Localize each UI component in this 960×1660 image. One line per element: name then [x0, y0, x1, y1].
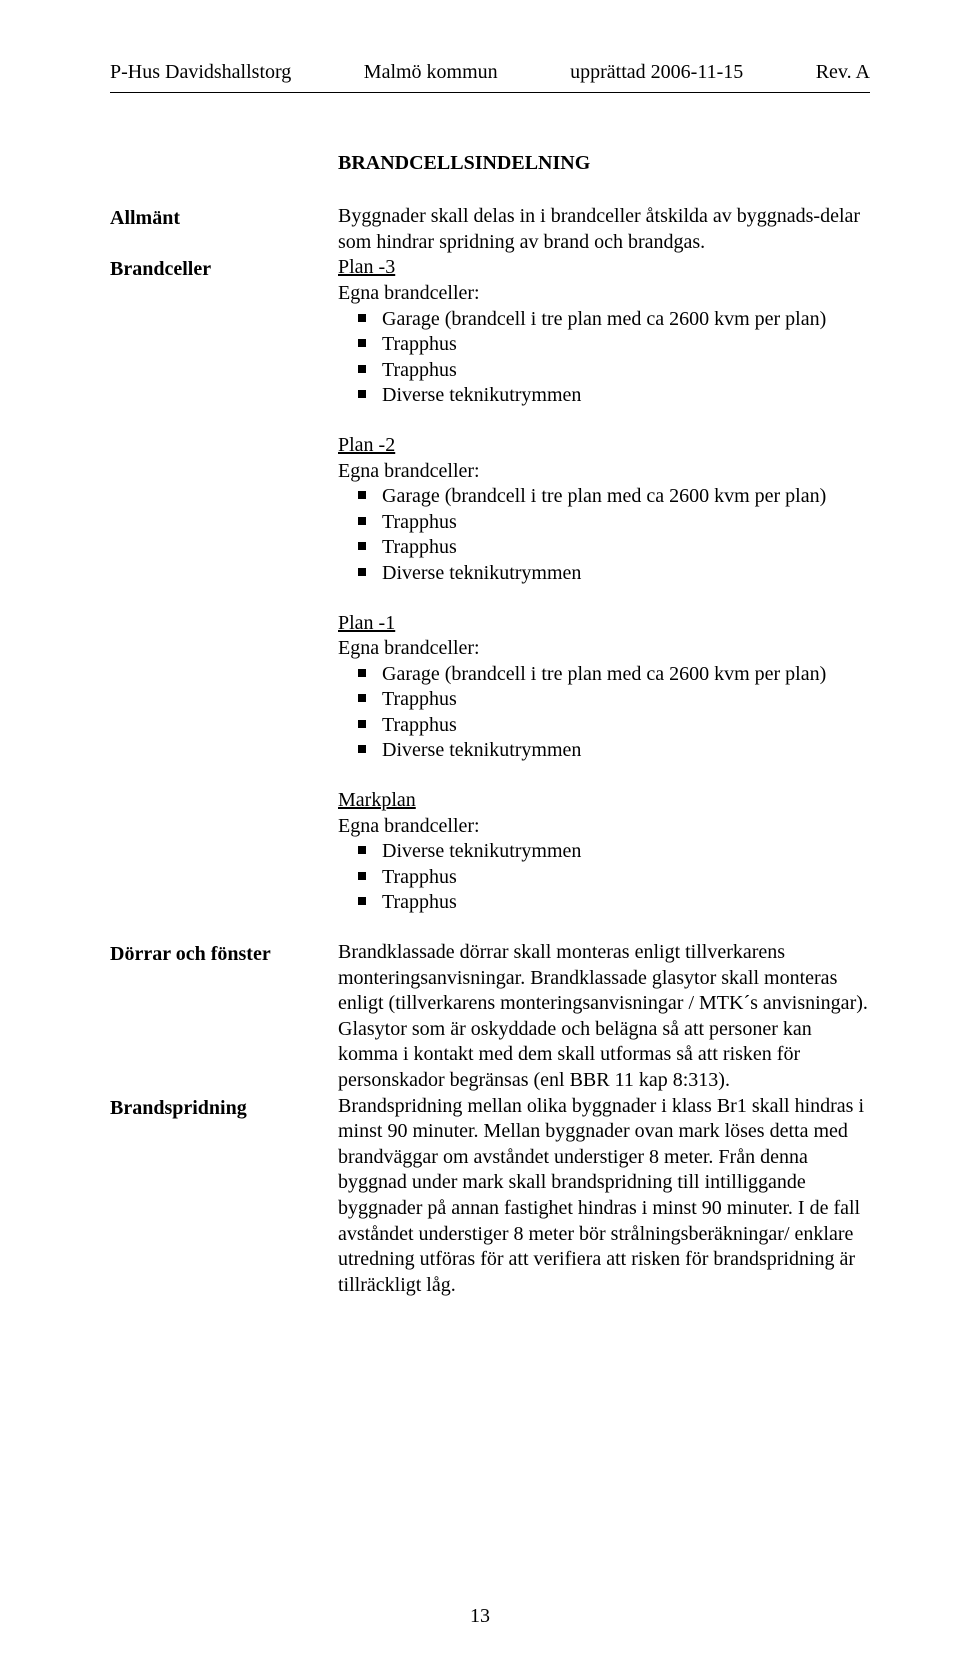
allmant-text: Byggnader skall delas in i brandceller å…: [338, 204, 870, 255]
label-brandceller: Brandceller: [110, 255, 338, 940]
list-item: Diverse teknikutrymmen: [338, 738, 870, 764]
plan0-sub: Egna brandceller:: [338, 281, 870, 307]
page: P-Hus Davidshallstorg Malmö kommun upprä…: [0, 0, 960, 1660]
plan0-list: Garage (brandcell i tre plan med ca 2600…: [338, 307, 870, 409]
list-item: Trapphus: [338, 865, 870, 891]
plan3-list: Diverse teknikutrymmen Trapphus Trapphus: [338, 839, 870, 916]
header: P-Hus Davidshallstorg Malmö kommun upprä…: [110, 60, 870, 86]
body-dorrar: Brandklassade dörrar skall monteras enli…: [338, 940, 870, 1094]
plan3-sub: Egna brandceller:: [338, 814, 870, 840]
body-brandspridning: Brandspridning mellan olika byggnader i …: [338, 1094, 870, 1299]
body-allmant: Byggnader skall delas in i brandceller å…: [338, 204, 870, 255]
label-brandspridning: Brandspridning: [110, 1094, 338, 1299]
plan1-list: Garage (brandcell i tre plan med ca 2600…: [338, 484, 870, 586]
list-item: Trapphus: [338, 535, 870, 561]
list-item: Diverse teknikutrymmen: [338, 383, 870, 409]
list-item: Trapphus: [338, 332, 870, 358]
plan2-list: Garage (brandcell i tre plan med ca 2600…: [338, 662, 870, 764]
plan2-sub: Egna brandceller:: [338, 636, 870, 662]
page-number: 13: [0, 1604, 960, 1630]
header-date: upprättad 2006-11-15: [570, 60, 743, 86]
header-center: Malmö kommun: [364, 60, 498, 86]
section-title: BRANDCELLSINDELNING: [338, 151, 870, 177]
list-item: Trapphus: [338, 890, 870, 916]
list-item: Trapphus: [338, 713, 870, 739]
body-brandceller: Plan -3 Egna brandceller: Garage (brandc…: [338, 255, 870, 940]
plan1-sub: Egna brandceller:: [338, 459, 870, 485]
list-item: Diverse teknikutrymmen: [338, 561, 870, 587]
content-grid: BRANDCELLSINDELNING Allmänt Byggnader sk…: [110, 151, 870, 1299]
list-item: Trapphus: [338, 687, 870, 713]
label-dorrar: Dörrar och fönster: [110, 940, 338, 1094]
list-item: Trapphus: [338, 510, 870, 536]
brandspridning-text: Brandspridning mellan olika byggnader i …: [338, 1094, 870, 1299]
plan3-title: Markplan: [338, 789, 416, 811]
header-rev: Rev. A: [816, 60, 870, 86]
label-allmant: Allmänt: [110, 204, 338, 255]
plan1-title: Plan -2: [338, 434, 395, 456]
list-item: Garage (brandcell i tre plan med ca 2600…: [338, 662, 870, 688]
list-item: Trapphus: [338, 358, 870, 384]
list-item: Garage (brandcell i tre plan med ca 2600…: [338, 307, 870, 333]
plan2-title: Plan -1: [338, 612, 395, 634]
dorrar-text: Brandklassade dörrar skall monteras enli…: [338, 940, 870, 1094]
plan0-title: Plan -3: [338, 256, 395, 278]
list-item: Garage (brandcell i tre plan med ca 2600…: [338, 484, 870, 510]
header-left: P-Hus Davidshallstorg: [110, 60, 291, 86]
header-rule: [110, 92, 870, 93]
list-item: Diverse teknikutrymmen: [338, 839, 870, 865]
